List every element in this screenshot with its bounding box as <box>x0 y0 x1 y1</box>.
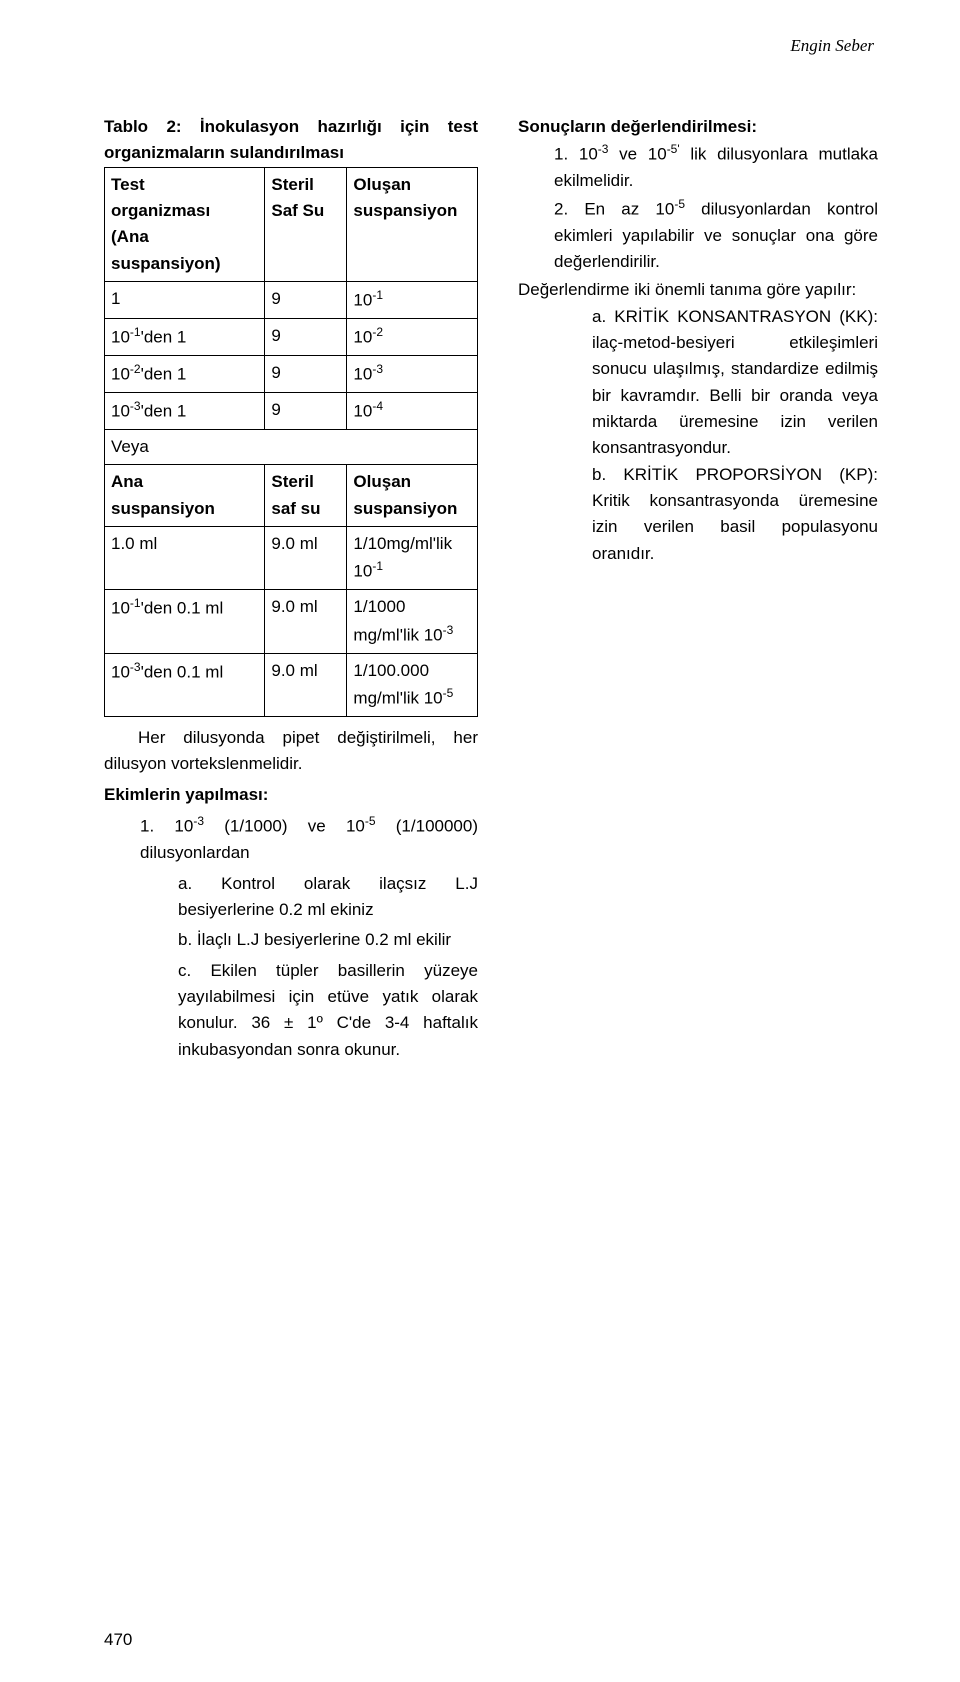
cell-text: 'den 1 <box>141 328 187 347</box>
cell-text: Steril <box>271 472 314 491</box>
table-row: 10-1'den 1 9 10-2 <box>105 319 478 356</box>
cell-text: 10 <box>353 562 372 581</box>
table-row: Test organizması (Ana suspansiyon) Steri… <box>105 167 478 281</box>
list-item: b. KRİTİK PROPORSİYON (KP): Kritik konsa… <box>518 462 878 567</box>
cell-text: 10 <box>111 662 130 681</box>
table-row: 1 9 10-1 <box>105 282 478 319</box>
list-item: 1. 10-3 (1/1000) ve 10-5 (1/100000) dilu… <box>104 812 478 866</box>
cell-text: mg/ml'lik 10 <box>353 625 442 644</box>
cell-text: 9 <box>265 282 347 319</box>
left-column: Tablo 2: İnokulasyon hazırlığı için test… <box>104 114 478 1063</box>
text: 2. En az 10 <box>554 199 674 218</box>
cell-text: 10 <box>111 365 130 384</box>
sup: -5 <box>443 686 454 700</box>
cell-text: suspansiyon) <box>111 254 221 273</box>
after-table-note: Her dilusyonda pipet değiştirilmeli, her… <box>104 725 478 778</box>
cell-text: 1/10mg/ml'lik <box>353 534 452 553</box>
cell-text: Oluşan <box>353 175 411 194</box>
cell-text: 10 <box>353 291 372 310</box>
list-item: 2. En az 10-5 dilusyonlardan kontrol eki… <box>518 195 878 276</box>
table-row: 1.0 ml 9.0 ml 1/10mg/ml'lik 10-1 <box>105 527 478 590</box>
sup: -3 <box>443 623 454 637</box>
cell-text: Veya <box>105 430 478 465</box>
page-number: 470 <box>104 1630 132 1650</box>
cell-text: 'den 0.1 ml <box>141 599 224 618</box>
sonuc-title: Sonuçların değerlendirilmesi: <box>518 114 878 140</box>
cell-text: mg/ml'lik 10 <box>353 689 442 708</box>
cell-text: 10 <box>353 402 372 421</box>
list-item: 1. 10-3 ve 10-5' lik dilusyonlara mutlak… <box>518 140 878 194</box>
sup: -4 <box>372 399 383 413</box>
cell-text: Saf Su <box>271 201 324 220</box>
cell-text: 'den 1 <box>141 402 187 421</box>
cell-text: 'den 0.1 ml <box>141 662 224 681</box>
text: ve 10 <box>608 145 666 164</box>
cell-text: Ana <box>111 472 143 491</box>
list-item: a. KRİTİK KONSANTRASYON (KK): ilaç-metod… <box>518 304 878 462</box>
cell-text: 9 <box>265 319 347 356</box>
text: b. KRİTİK PROPORSİYON (KP): <box>592 465 878 484</box>
ekim-title: Ekimlerin yapılması: <box>104 785 268 804</box>
cell-text: 'den 1 <box>141 365 187 384</box>
cell-text: 10 <box>353 365 372 384</box>
table-row: 10-3'den 0.1 ml 9.0 ml 1/100.000 mg/ml'l… <box>105 653 478 716</box>
text: Kritik konsantrasyonda üremesine izin ve… <box>592 491 878 563</box>
text: a. KRİTİK KONSANTRASYON (KK): <box>592 307 878 326</box>
list-item: c. Ekilen tüpler basillerin yüzeye yayıl… <box>104 958 478 1063</box>
sup: -5 <box>365 814 376 828</box>
list-item: b. İlaçlı L.J besiyerlerine 0.2 ml ekili… <box>104 927 478 953</box>
cell-text: organizması <box>111 201 210 220</box>
cell-text: 9.0 ml <box>265 527 347 590</box>
cell-text: 10 <box>353 328 372 347</box>
table-title: Tablo 2: İnokulasyon hazırlığı için test… <box>104 114 478 167</box>
sup: -1 <box>130 325 141 339</box>
cell-text: 9.0 ml <box>265 653 347 716</box>
sup: -2 <box>130 362 141 376</box>
two-column-layout: Tablo 2: İnokulasyon hazırlığı için test… <box>104 114 878 1063</box>
sup: -5' <box>667 142 680 156</box>
right-column: Sonuçların değerlendirilmesi: 1. 10-3 ve… <box>518 114 878 1063</box>
table-row: Veya <box>105 430 478 465</box>
cell-text: 9 <box>265 356 347 393</box>
list-item: a. Kontrol olarak ilaçsız L.J besiyerler… <box>104 871 478 924</box>
cell-text: suspansiyon <box>353 499 457 518</box>
cell-text: 1.0 ml <box>105 527 265 590</box>
cell-text: 10 <box>111 328 130 347</box>
table-row: 10-1'den 0.1 ml 9.0 ml 1/1000 mg/ml'lik … <box>105 590 478 653</box>
cell-text: saf su <box>271 499 320 518</box>
cell-text: suspansiyon <box>353 201 457 220</box>
sup: -1 <box>130 596 141 610</box>
table-row: Ana suspansiyon Steril saf su Oluşan sus… <box>105 465 478 527</box>
table-row: 10-2'den 1 9 10-3 <box>105 356 478 393</box>
cell-text: Oluşan <box>353 472 411 491</box>
sup: -3 <box>598 142 609 156</box>
text: ilaç-metod-besiyeri etkileşimleri sonucu… <box>592 333 878 457</box>
sup: -2 <box>372 325 383 339</box>
sup: -3 <box>130 660 141 674</box>
cell-text: 10 <box>111 599 130 618</box>
cell-text: Steril <box>271 175 314 194</box>
dilution-table: Test organizması (Ana suspansiyon) Steri… <box>104 167 478 717</box>
text: 1. 10 <box>140 817 193 836</box>
author-header: Engin Seber <box>104 36 878 56</box>
sup: -5 <box>674 197 685 211</box>
deg-heading: Değerlendirme iki önemli tanıma göre yap… <box>518 277 878 303</box>
text: (1/1000) ve 10 <box>204 817 365 836</box>
sup: -1 <box>372 288 383 302</box>
cell-text: 9.0 ml <box>265 590 347 653</box>
cell-text: Test <box>111 175 145 194</box>
sup: -3 <box>130 399 141 413</box>
cell-text: 1/100.000 <box>353 661 429 680</box>
cell-text: 10 <box>111 402 130 421</box>
text: 1. 10 <box>554 145 598 164</box>
cell-text: 9 <box>265 393 347 430</box>
sup: -1 <box>372 559 383 573</box>
cell-text: 1 <box>105 282 265 319</box>
cell-text: suspansiyon <box>111 499 215 518</box>
cell-text: (Ana <box>111 227 149 246</box>
cell-text: 1/1000 <box>353 597 405 616</box>
table-row: 10-3'den 1 9 10-4 <box>105 393 478 430</box>
sup: -3 <box>193 814 204 828</box>
sup: -3 <box>372 362 383 376</box>
